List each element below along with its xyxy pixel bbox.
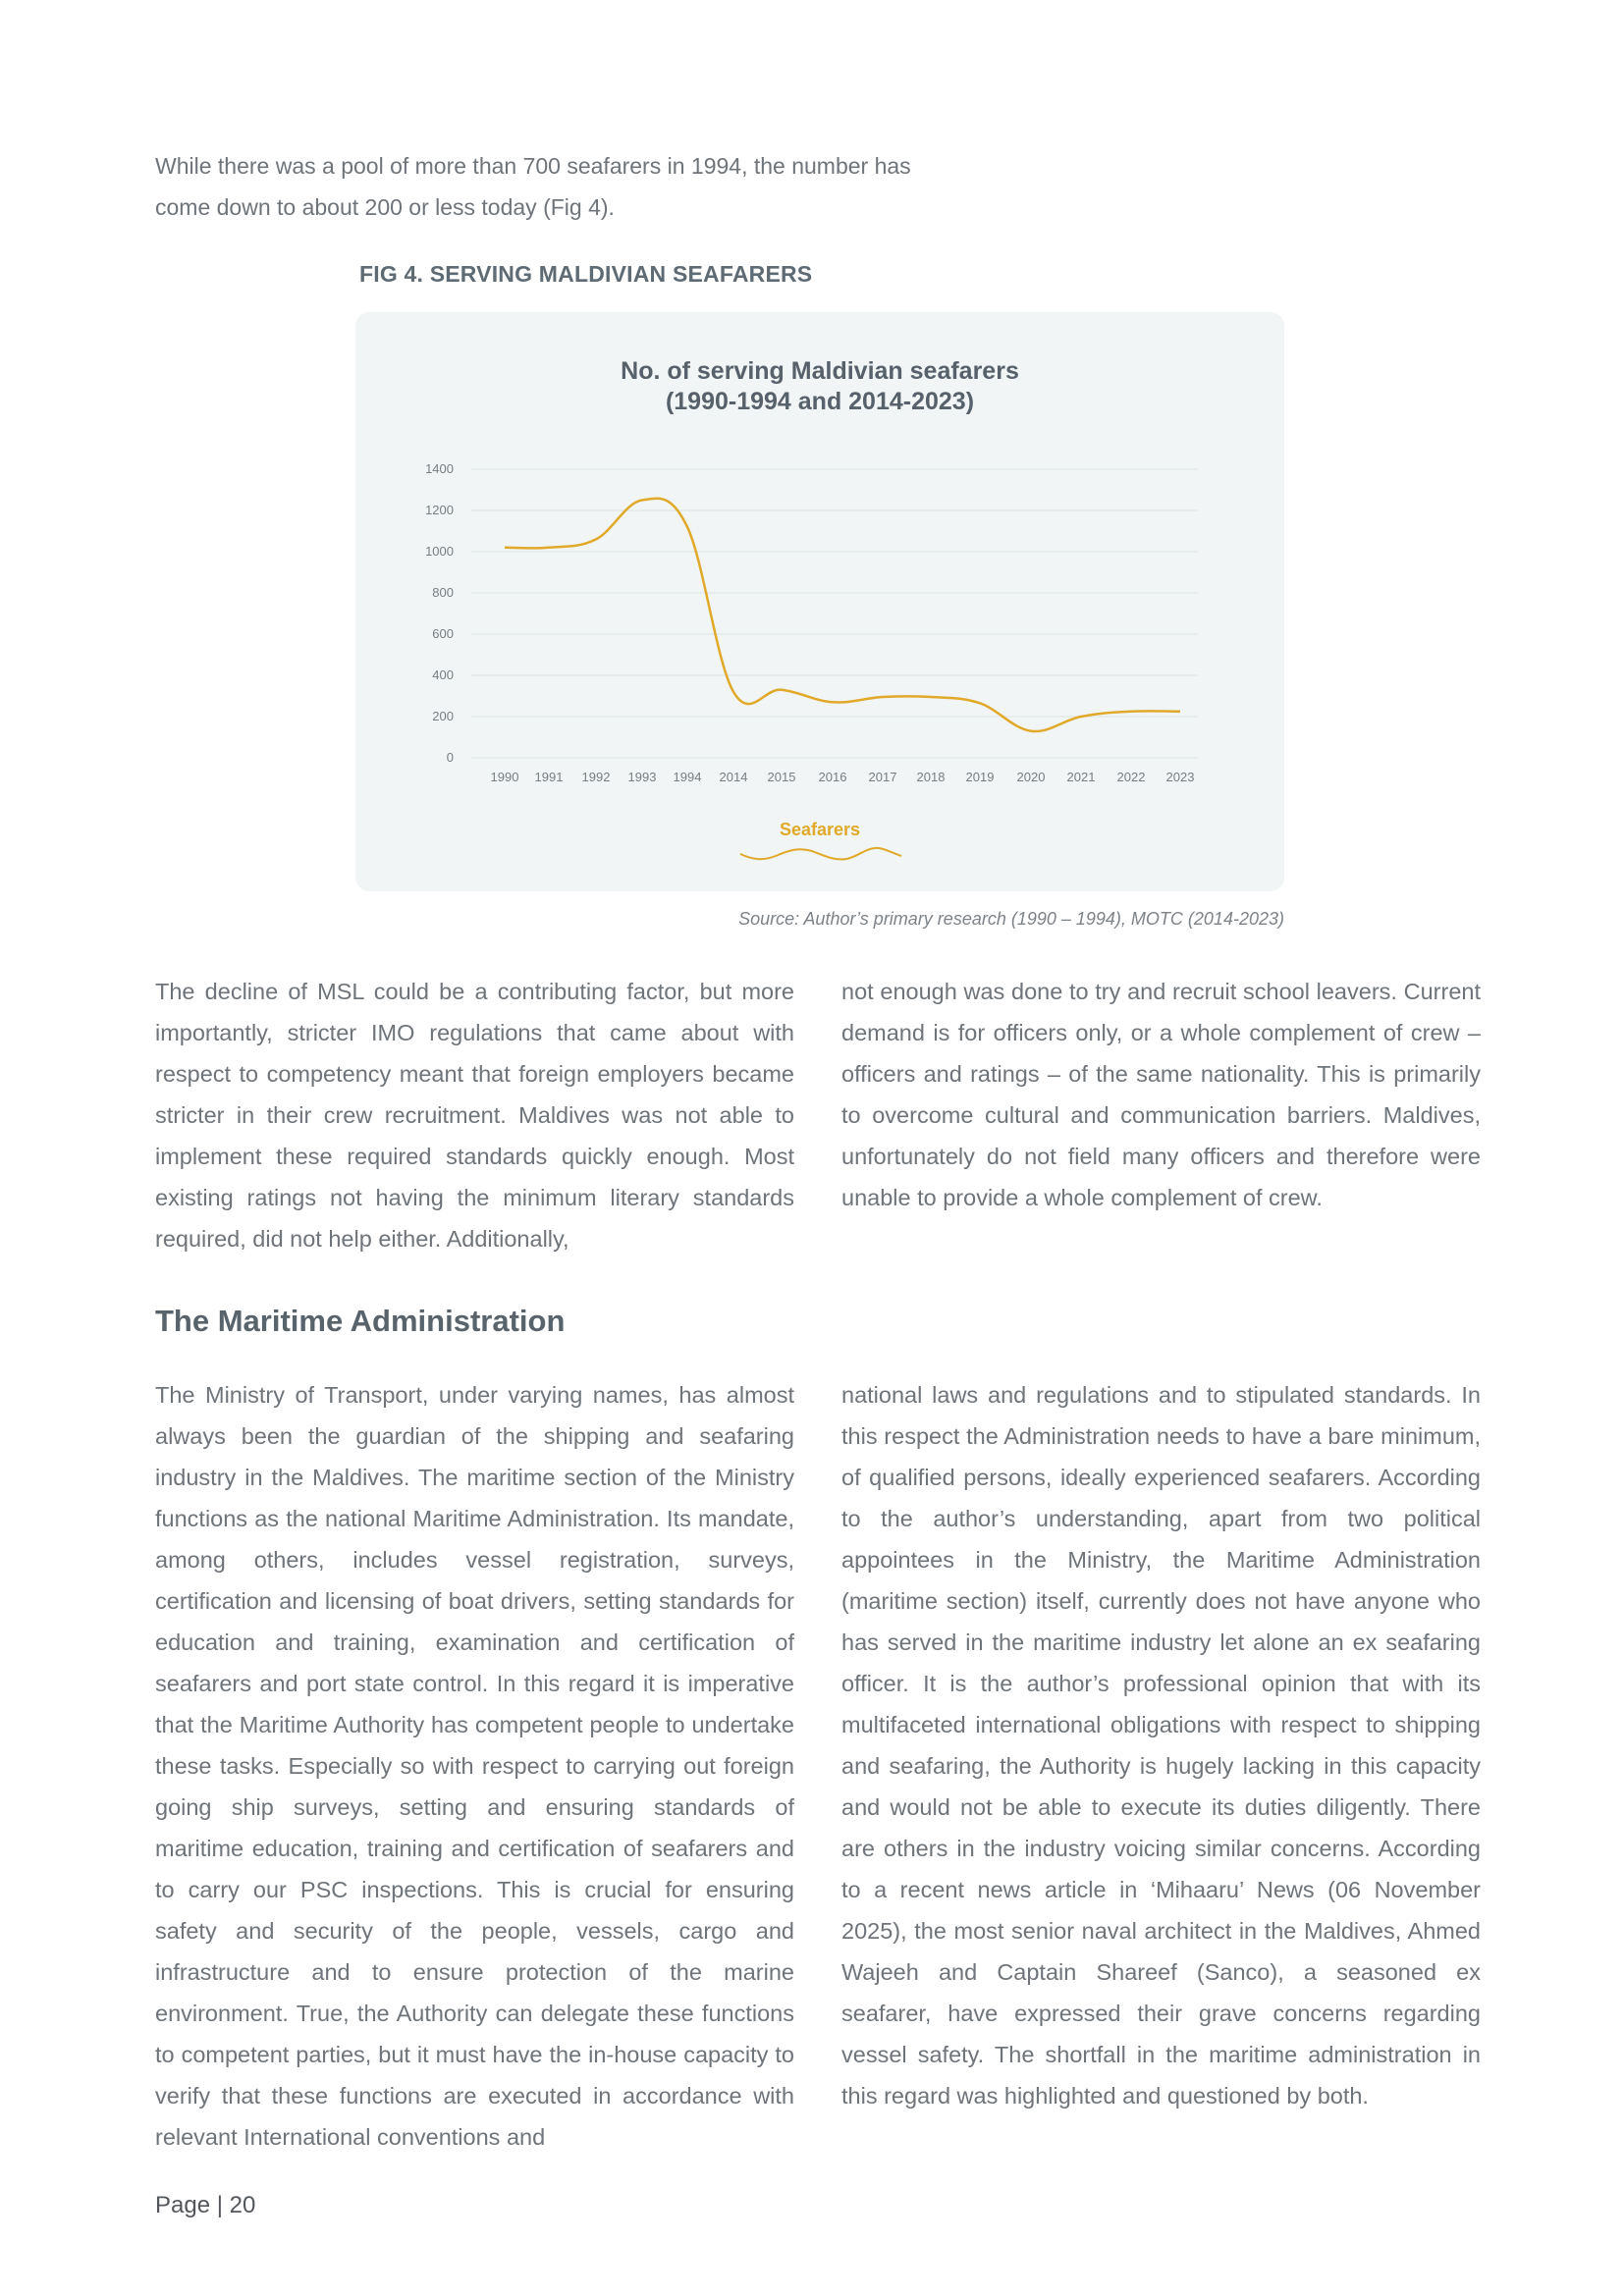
x-tick-label: 2020 (1017, 770, 1046, 784)
y-tick-label: 1200 (425, 503, 454, 517)
series-line-seafarers (504, 497, 1181, 733)
chart-gridlines (471, 468, 1198, 759)
x-tick-label: 2023 (1166, 770, 1195, 784)
y-tick-label: 800 (432, 585, 454, 600)
section-title: The Maritime Administration (155, 1304, 566, 1338)
left-paragraph-1: The decline of MSL could be a contributi… (155, 979, 794, 1252)
intro-paragraph: While there was a pool of more than 700 … (155, 153, 911, 220)
x-axis-ticks: 1990 1991 1992 1993 1994 2014 2015 2016 2017 2018… (491, 770, 1195, 784)
seafarers-line-chart: No. of serving Maldivian seafarers (1990… (425, 357, 1198, 861)
x-tick-label: 2016 (819, 770, 847, 784)
chart-legend: Seafarers (739, 820, 902, 861)
chart-title-line2: (1990-1994 and 2014-2023) (666, 388, 974, 415)
figure-caption: FIG 4. SERVING MALDIVIAN SEAFARERS (359, 261, 813, 287)
y-tick-label: 400 (432, 667, 454, 682)
legend-swatch-seafarers (739, 846, 902, 861)
x-tick-label: 2022 (1117, 770, 1146, 784)
chart-title-line1: No. of serving Maldivian seafarers (621, 357, 1019, 385)
y-tick-label: 1400 (425, 461, 454, 476)
x-tick-label: 2018 (917, 770, 946, 784)
x-tick-label: 2015 (768, 770, 796, 784)
x-tick-label: 1992 (582, 770, 611, 784)
x-tick-label: 1993 (628, 770, 657, 784)
legend-label-seafarers: Seafarers (780, 820, 860, 839)
page-number: Page | 20 (155, 2192, 256, 2218)
x-tick-label: 2021 (1067, 770, 1096, 784)
right-paragraph-2: national laws and regulations and to sti… (841, 1382, 1481, 2109)
y-tick-label: 0 (447, 750, 454, 765)
figure-source: Source: Author’s primary research (1990 … (738, 909, 1284, 929)
chart-card: No. of serving Maldivian seafarers (1990… (355, 312, 1284, 891)
y-tick-label: 1000 (425, 544, 454, 559)
x-tick-label: 2014 (720, 770, 748, 784)
chart-series (504, 497, 1181, 733)
left-paragraph-2: The Ministry of Transport, under varying… (155, 1382, 794, 2150)
x-tick-label: 1991 (535, 770, 564, 784)
x-tick-label: 1994 (674, 770, 702, 784)
x-tick-label: 1990 (491, 770, 519, 784)
y-tick-label: 600 (432, 626, 454, 641)
x-tick-label: 2019 (966, 770, 995, 784)
right-paragraph-1: not enough was done to try and recruit s… (841, 979, 1481, 1210)
x-tick-label: 2017 (869, 770, 897, 784)
y-axis-ticks: 0 200 400 600 800 1000 1200 1400 (425, 461, 454, 765)
y-tick-label: 200 (432, 709, 454, 723)
